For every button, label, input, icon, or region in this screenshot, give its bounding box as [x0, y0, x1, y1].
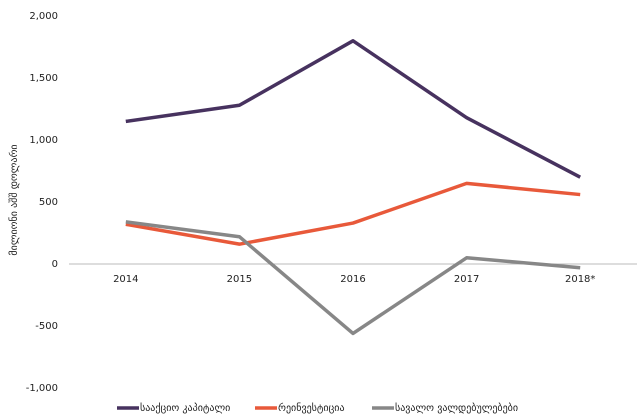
- y-tick-label: -1,000: [26, 383, 58, 394]
- x-tick-label: 2016: [340, 274, 365, 285]
- y-axis-label: მილიონი აშშ დოლარი: [8, 144, 20, 255]
- x-tick-label: 2015: [227, 274, 252, 285]
- y-tick-label: -500: [35, 321, 58, 332]
- x-tick-label: 2018*: [565, 274, 595, 285]
- y-tick-label: 500: [39, 197, 58, 208]
- legend-label: რეინვესტიცია: [278, 402, 345, 414]
- y-tick-label: 0: [52, 259, 58, 270]
- series-line: [125, 39, 582, 179]
- series-line: [125, 220, 581, 336]
- y-tick-label: 1,000: [29, 135, 58, 146]
- legend-label: სავალო ვალდებულებები: [395, 402, 518, 414]
- x-tick-label: 2014: [113, 274, 138, 285]
- y-tick-label: 2,000: [29, 11, 58, 22]
- legend-label: სააქციო კაპიტალი: [140, 402, 230, 414]
- y-tick-label: 1,500: [29, 73, 58, 84]
- x-tick-label: 2017: [454, 274, 479, 285]
- series-line: [125, 181, 581, 246]
